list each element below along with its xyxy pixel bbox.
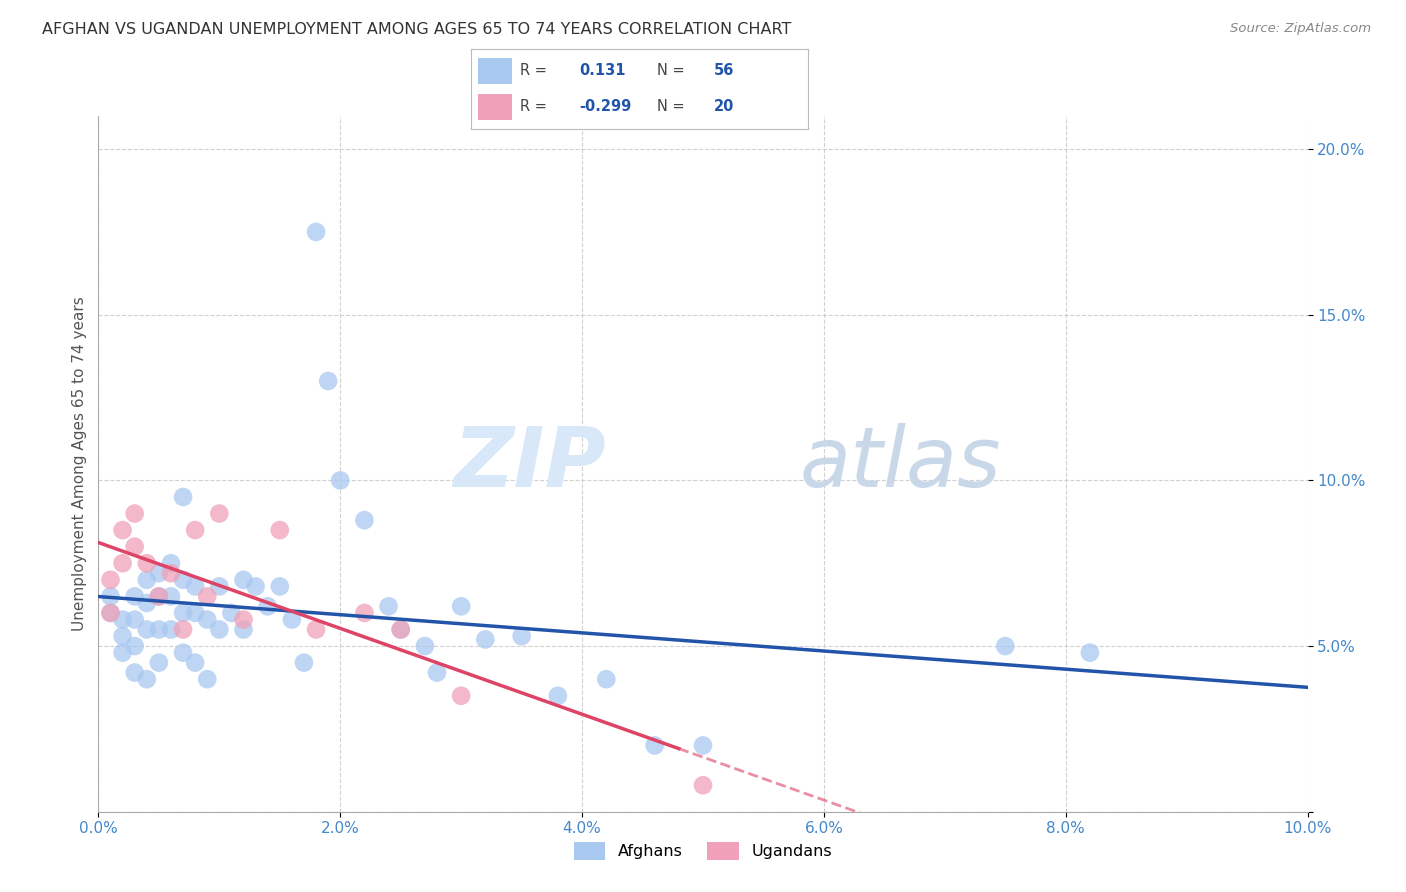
Point: [100, 573, 122, 587]
Bar: [478, 94, 512, 120]
Text: R =: R =: [520, 99, 547, 114]
Point: [692, 778, 714, 792]
Point: [316, 374, 339, 388]
Point: [184, 579, 207, 593]
Y-axis label: Unemployment Among Ages 65 to 74 years: Unemployment Among Ages 65 to 74 years: [72, 296, 87, 632]
Point: [184, 656, 207, 670]
Point: [232, 623, 254, 637]
Point: [100, 606, 122, 620]
Point: [172, 573, 194, 587]
Point: [135, 596, 157, 610]
Point: [135, 556, 157, 570]
Point: [994, 639, 1017, 653]
Point: [305, 225, 328, 239]
Point: [195, 590, 218, 604]
Point: [148, 656, 170, 670]
Point: [148, 566, 170, 581]
Point: [281, 613, 304, 627]
Point: [305, 623, 328, 637]
Point: [160, 566, 183, 581]
Point: [160, 590, 183, 604]
Point: [232, 573, 254, 587]
Text: 0.131: 0.131: [579, 63, 626, 78]
Point: [269, 579, 291, 593]
Point: [450, 689, 472, 703]
Point: [389, 623, 412, 637]
Point: [389, 623, 412, 637]
Point: [195, 672, 218, 686]
Point: [208, 579, 231, 593]
Point: [256, 599, 278, 614]
Text: ZIP: ZIP: [454, 424, 606, 504]
Point: [124, 613, 146, 627]
Legend: Afghans, Ugandans: Afghans, Ugandans: [567, 835, 839, 866]
Point: [111, 613, 134, 627]
Point: [692, 739, 714, 753]
Point: [135, 672, 157, 686]
Text: 20: 20: [714, 99, 734, 114]
Point: [269, 523, 291, 537]
Point: [644, 739, 666, 753]
Point: [329, 474, 352, 488]
Text: 56: 56: [714, 63, 734, 78]
Point: [172, 623, 194, 637]
Point: [510, 629, 533, 643]
Point: [100, 590, 122, 604]
Point: [413, 639, 436, 653]
Point: [124, 507, 146, 521]
Point: [111, 629, 134, 643]
Point: [450, 599, 472, 614]
Text: R =: R =: [520, 63, 547, 78]
Point: [221, 606, 243, 620]
Point: [124, 540, 146, 554]
Point: [135, 623, 157, 637]
Point: [111, 556, 134, 570]
Point: [195, 613, 218, 627]
Point: [292, 656, 315, 670]
Text: N =: N =: [657, 99, 685, 114]
Text: atlas: atlas: [800, 424, 1001, 504]
Point: [111, 523, 134, 537]
Point: [377, 599, 399, 614]
Point: [426, 665, 449, 680]
Point: [135, 573, 157, 587]
Point: [148, 590, 170, 604]
Point: [124, 639, 146, 653]
Point: [232, 613, 254, 627]
Point: [172, 490, 194, 504]
Point: [111, 646, 134, 660]
Bar: [478, 58, 512, 84]
Point: [353, 513, 375, 527]
Point: [474, 632, 496, 647]
Text: Source: ZipAtlas.com: Source: ZipAtlas.com: [1230, 22, 1371, 36]
Point: [160, 556, 183, 570]
Point: [245, 579, 267, 593]
Text: -0.299: -0.299: [579, 99, 631, 114]
Point: [595, 672, 617, 686]
Point: [184, 606, 207, 620]
Point: [208, 623, 231, 637]
Point: [160, 623, 183, 637]
Point: [1078, 646, 1101, 660]
Point: [172, 606, 194, 620]
Point: [124, 590, 146, 604]
Point: [124, 665, 146, 680]
Point: [172, 646, 194, 660]
Point: [148, 623, 170, 637]
Point: [547, 689, 569, 703]
Point: [208, 507, 231, 521]
Point: [353, 606, 375, 620]
Point: [148, 590, 170, 604]
Text: N =: N =: [657, 63, 685, 78]
Point: [100, 606, 122, 620]
Point: [184, 523, 207, 537]
Text: AFGHAN VS UGANDAN UNEMPLOYMENT AMONG AGES 65 TO 74 YEARS CORRELATION CHART: AFGHAN VS UGANDAN UNEMPLOYMENT AMONG AGE…: [42, 22, 792, 37]
